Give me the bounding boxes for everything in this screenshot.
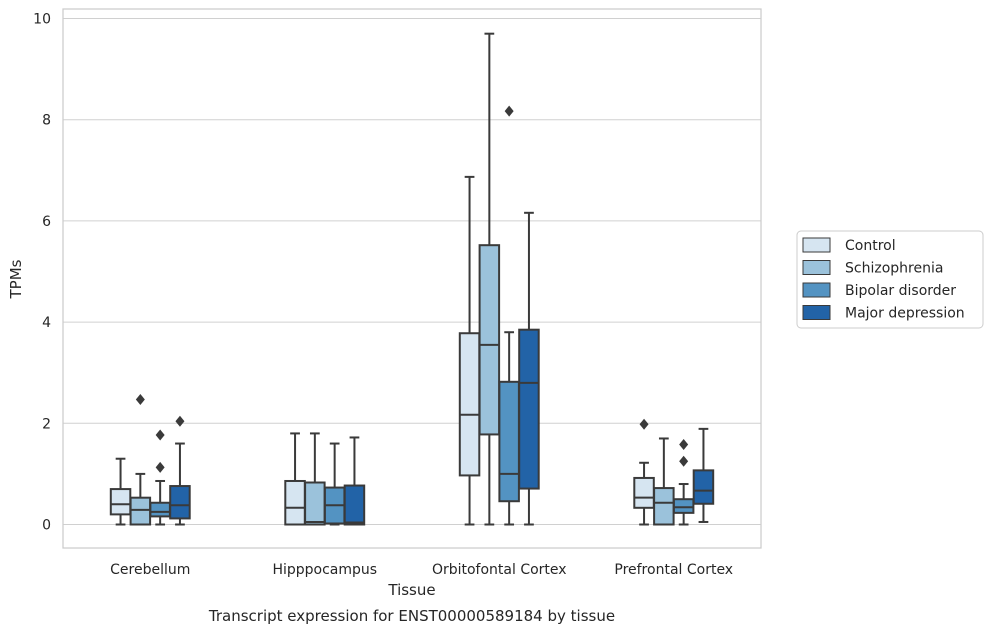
x-tick-label: Prefrontal Cortex: [614, 562, 733, 578]
box: [458, 175, 481, 526]
y-tick-label: 0: [42, 518, 51, 534]
box: [478, 32, 501, 526]
y-axis-label: TPMs: [7, 259, 25, 299]
box: [343, 436, 366, 526]
box-body: [478, 244, 501, 436]
box-body: [149, 501, 171, 518]
box-body: [458, 332, 481, 477]
legend-swatch: [802, 260, 831, 275]
x-tick-label: Orbitofontal Cortex: [432, 562, 567, 578]
box-body: [653, 487, 675, 526]
legend-swatch: [802, 237, 831, 253]
legend-label: Bipolar disorder: [845, 283, 956, 299]
y-tick-label: 2: [42, 416, 51, 432]
box: [304, 432, 326, 526]
box: [653, 437, 675, 526]
y-tick-label: 6: [42, 214, 51, 230]
box-body: [304, 481, 326, 526]
outlier-point: [175, 415, 185, 427]
y-tick-label: 10: [33, 12, 51, 28]
outlier-point: [504, 105, 514, 117]
box: [633, 418, 655, 526]
box-body: [169, 485, 191, 520]
x-axis-label: Tissue: [387, 581, 435, 599]
box: [518, 211, 540, 526]
outlier-point: [135, 394, 145, 406]
box: [169, 415, 191, 526]
box: [284, 432, 306, 526]
y-tick-label: 8: [42, 113, 51, 129]
box-body: [692, 469, 715, 505]
box-body: [518, 328, 540, 490]
box-body: [343, 484, 366, 526]
outlier-point: [155, 429, 165, 441]
box: [692, 427, 715, 523]
box-body: [129, 496, 152, 526]
box: [149, 429, 171, 526]
box: [323, 442, 346, 526]
chart-caption: Transcript expression for ENST0000058918…: [208, 607, 615, 625]
plot-area: 0 2 4 6 8 10 Cerebellum Hipppocampus Orbitofonta…: [33, 8, 762, 578]
box: [109, 457, 132, 526]
box-body: [284, 479, 306, 526]
y-tick-label: 4: [42, 315, 51, 331]
outlier-point: [679, 455, 689, 467]
legend-label: Control: [845, 238, 896, 254]
legend-swatch: [802, 282, 831, 298]
outlier-point: [639, 418, 649, 430]
box-body: [633, 476, 655, 509]
plot-frame: [62, 8, 762, 549]
box: [129, 394, 152, 526]
box-body: [109, 488, 132, 516]
legend-frame: [796, 230, 984, 329]
box: [672, 439, 695, 526]
legend-label: Major depression: [845, 306, 965, 322]
legend-label: Schizophrenia: [845, 261, 943, 277]
box-body: [498, 380, 520, 503]
x-tick-label: Cerebellum: [110, 562, 190, 578]
outlier-point: [679, 439, 689, 451]
x-tick-label: Hipppocampus: [272, 562, 377, 578]
box: [498, 105, 520, 526]
legend-swatch: [802, 305, 831, 320]
box-body: [672, 498, 695, 514]
outlier-point: [155, 461, 165, 473]
legend: Control Schizophrenia Bipolar disorder Majo…: [796, 230, 984, 329]
